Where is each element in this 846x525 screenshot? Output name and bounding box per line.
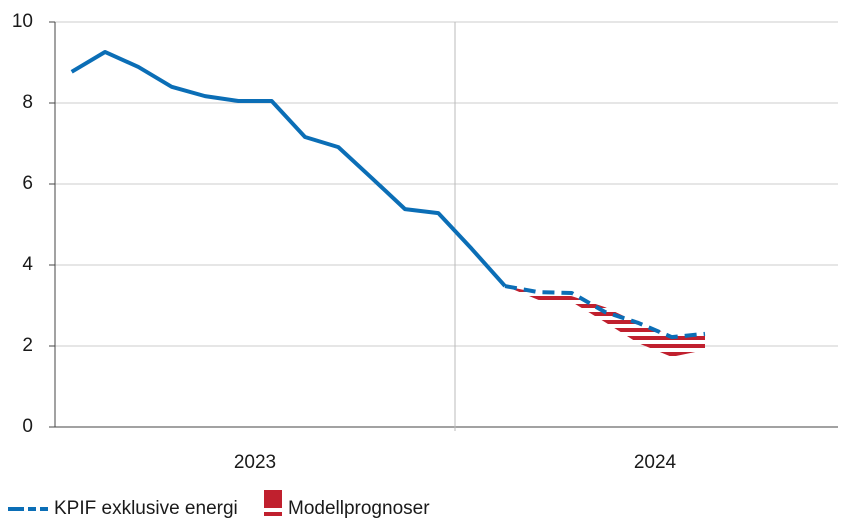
legend-label: KPIF exklusive energi xyxy=(54,498,238,519)
y-tick-label: 2 xyxy=(22,335,33,356)
x-group-label: 2023 xyxy=(234,452,276,473)
series-line xyxy=(70,49,507,288)
y-tick-label: 4 xyxy=(22,254,33,275)
x-group-label: 2024 xyxy=(634,452,677,473)
legend-label: Modellprognoser xyxy=(288,498,430,519)
forecast-line xyxy=(504,284,706,340)
y-tick-label: 8 xyxy=(22,92,33,113)
legend-swatch xyxy=(264,490,282,506)
forecast-band xyxy=(505,286,705,357)
y-tick-label: 10 xyxy=(12,11,33,32)
y-tick-label: 0 xyxy=(22,416,33,437)
y-tick-label: 6 xyxy=(22,173,33,194)
